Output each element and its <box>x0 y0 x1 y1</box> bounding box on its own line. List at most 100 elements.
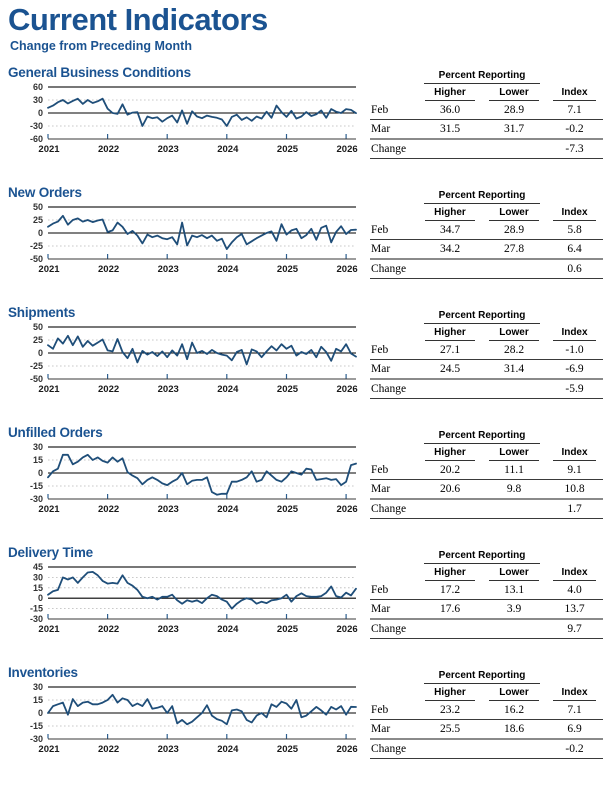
mar-lower: 9.8 <box>506 482 522 495</box>
table-column: Percent Reporting Higher Lower Index Feb 17… <box>366 546 603 666</box>
section-title: Shipments <box>8 304 76 320</box>
column-header-lower: Lower <box>489 206 539 221</box>
svg-text:2021: 2021 <box>38 504 60 515</box>
svg-text:2023: 2023 <box>158 744 179 755</box>
section-title: General Business Conditions <box>8 64 191 80</box>
svg-text:50: 50 <box>33 322 43 332</box>
svg-text:2026: 2026 <box>337 384 358 395</box>
row-label: Feb <box>371 463 389 476</box>
row-label: Mar <box>371 482 391 495</box>
column-header-index: Index <box>553 326 596 341</box>
section-title: Inventories <box>8 664 78 680</box>
feb-higher: 34.7 <box>439 223 461 236</box>
section-title: Delivery Time <box>8 544 93 560</box>
row-divider <box>370 137 603 140</box>
section-delivery-time: Delivery Time 45 30 15 0 -15 -30 2021 2022 2023 2… <box>8 544 603 666</box>
svg-text:2025: 2025 <box>277 504 299 515</box>
column-header-index: Index <box>553 566 596 581</box>
row-label: Change <box>371 382 407 395</box>
feb-higher: 17.2 <box>439 583 461 596</box>
page-title: Current Indicators <box>8 2 268 37</box>
row-label: Feb <box>371 583 389 596</box>
svg-text:-15: -15 <box>30 481 43 491</box>
data-table: Percent Reporting Higher Lower Index Feb 23… <box>370 669 603 759</box>
column-header-lower: Lower <box>489 446 539 461</box>
svg-text:2022: 2022 <box>98 264 119 275</box>
row-label: Change <box>371 142 407 155</box>
mar-higher: 34.2 <box>439 242 461 255</box>
row-divider <box>370 718 603 720</box>
table-column: Percent Reporting Higher Lower Index Feb 27… <box>366 306 603 426</box>
svg-text:60: 60 <box>33 82 43 92</box>
mar-lower: 3.9 <box>506 602 522 615</box>
svg-text:-30: -30 <box>30 734 43 744</box>
svg-text:0: 0 <box>38 228 43 238</box>
svg-text:2021: 2021 <box>38 264 60 275</box>
feb-lower: 28.9 <box>503 223 525 236</box>
change-index: 9.7 <box>567 622 582 635</box>
mar-index: 10.8 <box>564 482 585 495</box>
chart-column: Shipments 50 25 0 -25 -50 2021 2022 2023 2024 202… <box>8 304 366 426</box>
svg-text:2023: 2023 <box>158 504 179 515</box>
mar-lower: 31.4 <box>503 362 525 375</box>
svg-text:2023: 2023 <box>158 624 179 635</box>
table-column: Percent Reporting Higher Lower Index Feb 23… <box>366 666 603 786</box>
section-new-orders: New Orders 50 25 0 -25 -50 2021 2022 2023 2024 20… <box>8 185 603 306</box>
mar-index: 6.9 <box>567 722 582 735</box>
table-bottom-rule <box>370 397 603 399</box>
feb-higher: 20.2 <box>439 463 461 476</box>
change-index: 1.7 <box>567 502 582 515</box>
column-header-index: Index <box>553 446 596 461</box>
feb-higher: 23.2 <box>439 703 461 716</box>
row-divider <box>370 238 603 240</box>
svg-text:2024: 2024 <box>217 744 239 755</box>
table-bottom-rule <box>370 157 603 159</box>
svg-text:15: 15 <box>33 455 43 465</box>
column-header-lower: Lower <box>489 566 539 581</box>
mar-higher: 17.6 <box>439 602 461 615</box>
row-label: Change <box>371 742 407 755</box>
feb-index: 7.1 <box>567 103 582 116</box>
feb-index: 5.8 <box>567 223 582 236</box>
svg-text:2021: 2021 <box>38 384 60 395</box>
mar-higher: 20.6 <box>439 482 461 495</box>
chart-column: New Orders 50 25 0 -25 -50 2021 2022 2023 2024 20… <box>8 185 366 306</box>
feb-lower: 28.9 <box>503 103 525 116</box>
svg-text:2024: 2024 <box>217 144 239 155</box>
column-header-lower: Lower <box>489 86 539 101</box>
section-title: Unfilled Orders <box>8 424 103 440</box>
svg-text:25: 25 <box>33 335 43 345</box>
svg-text:-30: -30 <box>30 121 43 131</box>
row-divider <box>370 118 603 120</box>
svg-text:-25: -25 <box>30 361 43 371</box>
row-label: Mar <box>371 362 391 375</box>
mar-lower: 18.6 <box>503 722 525 735</box>
change-index: 0.6 <box>567 262 582 275</box>
svg-text:2026: 2026 <box>337 624 358 635</box>
page-subtitle: Change from Preceding Month <box>10 38 192 53</box>
svg-text:30: 30 <box>33 442 43 452</box>
svg-text:2024: 2024 <box>217 504 239 515</box>
svg-text:0: 0 <box>38 594 43 604</box>
svg-text:2022: 2022 <box>98 624 119 635</box>
svg-text:30: 30 <box>33 573 43 583</box>
chart-column: Inventories 30 15 0 -15 -30 2021 2022 2023 2024 2… <box>8 664 366 786</box>
row-divider <box>370 497 603 500</box>
feb-lower: 28.2 <box>503 343 525 356</box>
feb-index: 9.1 <box>567 463 582 476</box>
section-inventories: Inventories 30 15 0 -15 -30 2021 2022 2023 2024 2… <box>8 664 603 786</box>
column-header-index: Index <box>553 86 596 101</box>
row-divider <box>370 257 603 260</box>
column-header-higher: Higher <box>425 86 475 101</box>
row-label: Feb <box>371 343 389 356</box>
column-header-higher: Higher <box>425 206 475 221</box>
change-index: -7.3 <box>565 142 584 155</box>
table-group-header: Percent Reporting <box>424 549 540 564</box>
svg-text:2025: 2025 <box>277 264 299 275</box>
column-header-higher: Higher <box>425 686 475 701</box>
row-divider <box>370 358 603 360</box>
